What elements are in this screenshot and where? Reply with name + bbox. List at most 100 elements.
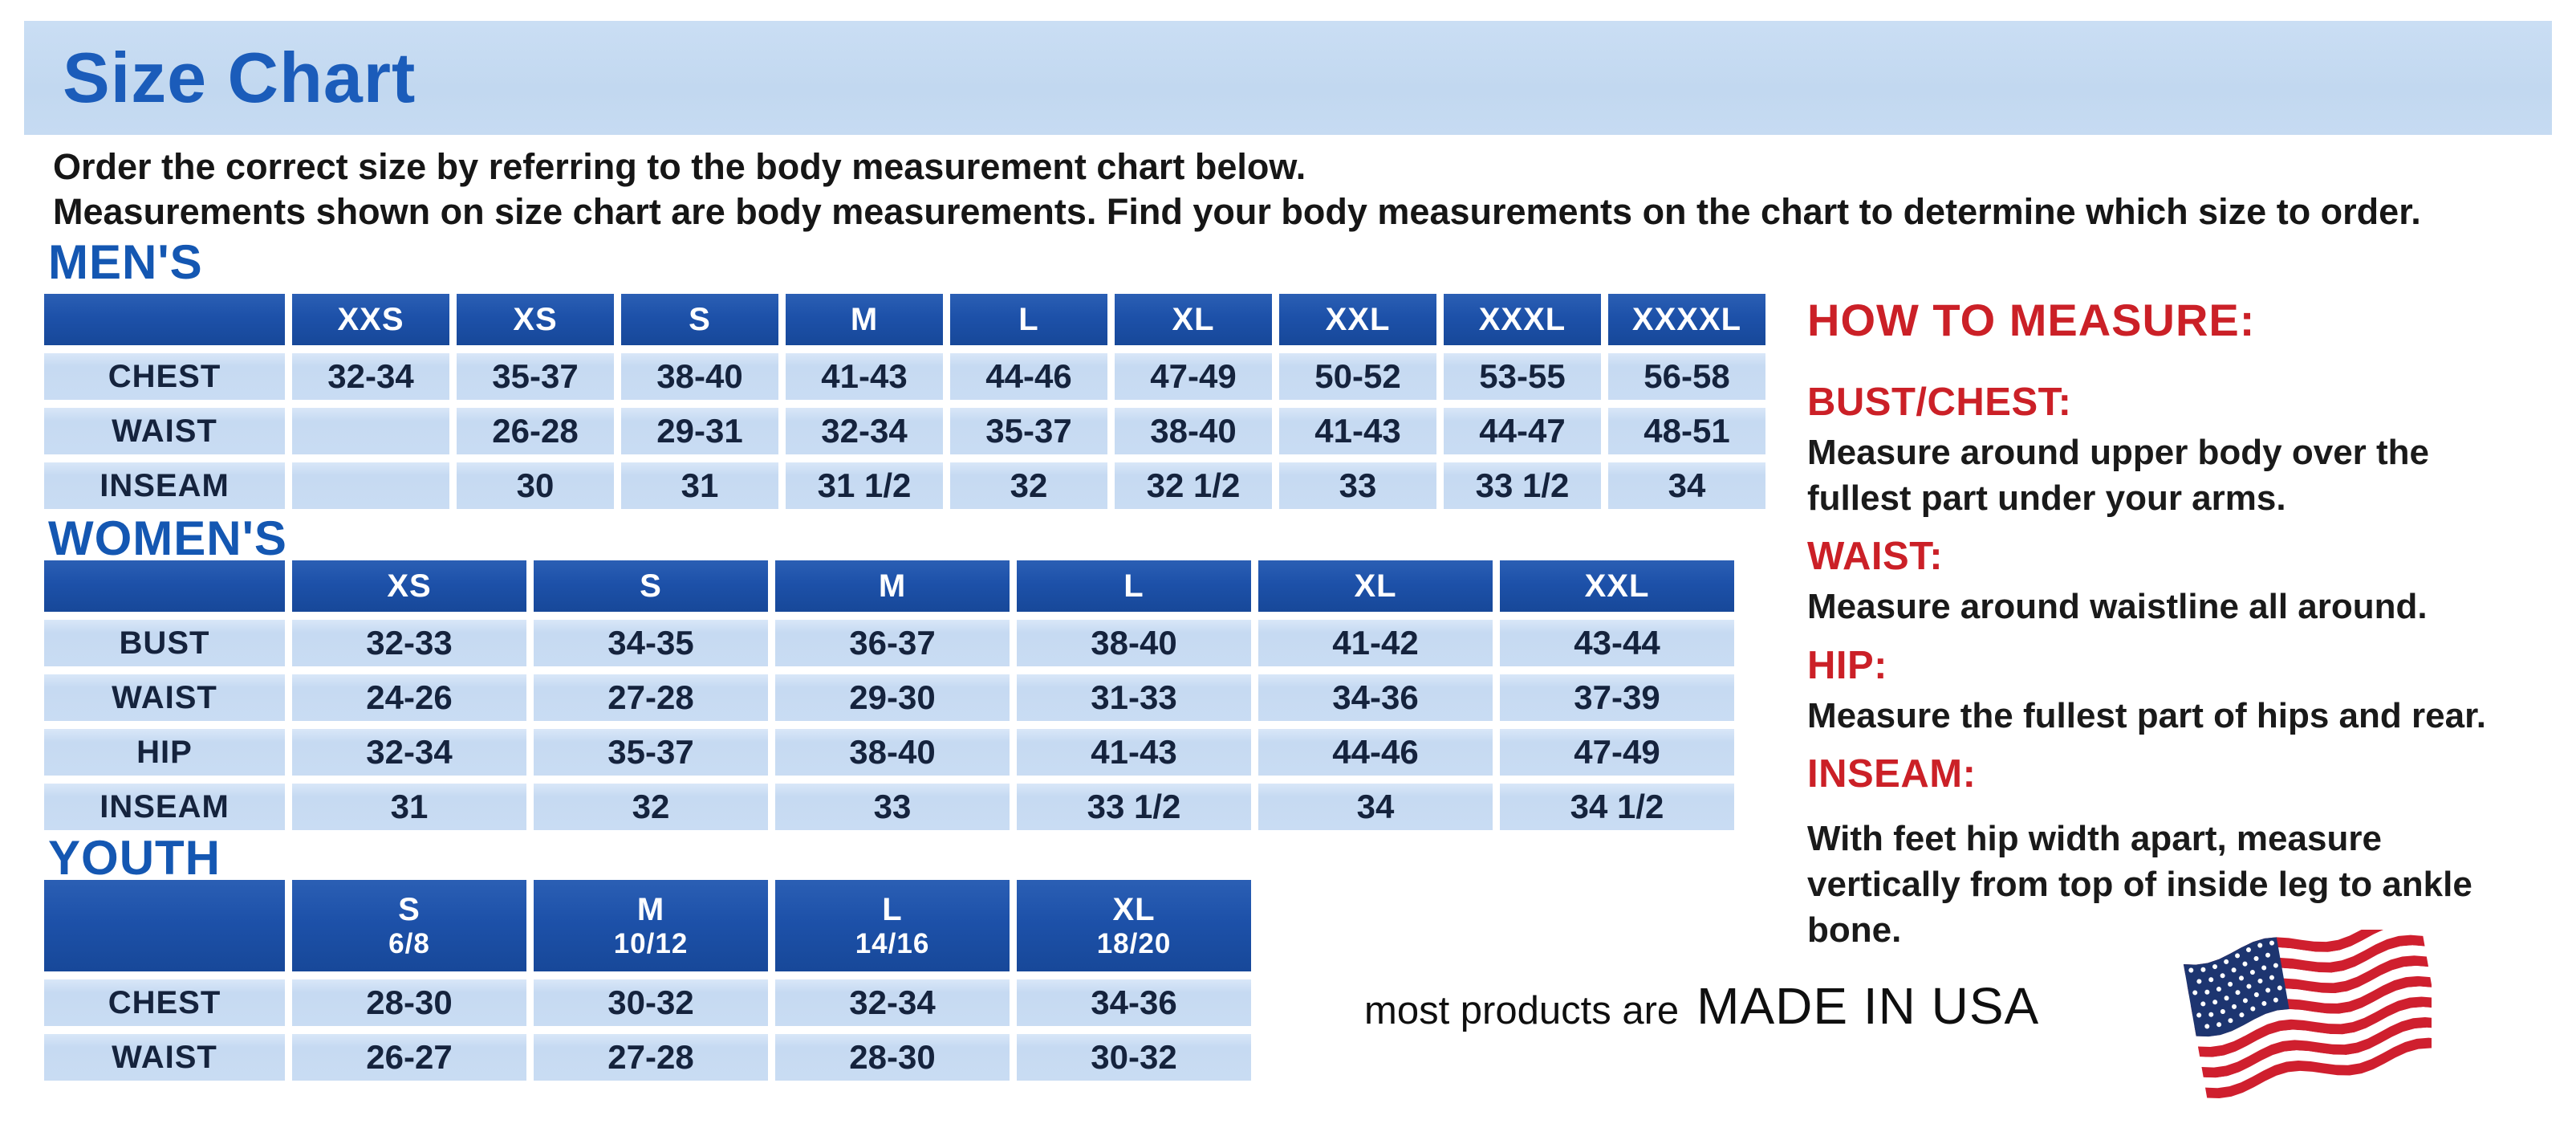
measure-text-2: Measure the fullest part of hips and rea… xyxy=(1807,695,2486,735)
intro-text: Order the correct size by referring to t… xyxy=(53,145,2421,234)
mens-value-cell: 31 1/2 xyxy=(786,462,943,509)
mens-header-S: S xyxy=(621,294,778,345)
size-label: M xyxy=(636,892,665,927)
youth-size-table: S 6/8 M 10/12 L 14/16 XL 18/20 CHEST 28-30 30-32 32… xyxy=(44,880,1251,1081)
mens-value-cell: 31 xyxy=(621,462,778,509)
mens-value-cell: 26-28 xyxy=(457,408,614,454)
mens-value-cell: 34 xyxy=(1608,462,1765,509)
mens-value-cell: 38-40 xyxy=(1115,408,1272,454)
mens-value-cell: 33 xyxy=(1279,462,1436,509)
womens-value-cell: 38-40 xyxy=(775,729,1010,776)
mens-header-XXL: XXL xyxy=(1279,294,1436,345)
womens-value-cell: 41-43 xyxy=(1017,729,1251,776)
mens-value-cell: 35-37 xyxy=(950,408,1107,454)
womens-header-L: L xyxy=(1017,560,1251,612)
youth-value-cell: 30-32 xyxy=(1017,1034,1251,1081)
made-in-usa-text: MADE IN USA xyxy=(1696,977,2040,1035)
womens-value-cell: 43-44 xyxy=(1500,620,1734,666)
womens-value-cell: 33 xyxy=(775,784,1010,830)
womens-row-label-waist: WAIST xyxy=(44,674,285,721)
measure-label-3: INSEAM: xyxy=(1807,751,1977,796)
mens-header-XL: XL xyxy=(1115,294,1272,345)
age-range-label: 10/12 xyxy=(613,927,689,959)
measure-text-0: Measure around upper body over the fulle… xyxy=(1807,433,2430,519)
mens-value-cell: 50-52 xyxy=(1279,353,1436,400)
mens-value-cell: 56-58 xyxy=(1608,353,1765,400)
mens-value-cell xyxy=(292,462,449,509)
mens-value-cell: 35-37 xyxy=(457,353,614,400)
mens-row-label-waist: WAIST xyxy=(44,408,285,454)
womens-value-cell: 34-36 xyxy=(1258,674,1493,721)
measure-text-1: Measure around waistline all around. xyxy=(1807,587,2428,627)
youth-header-L: L 14/16 xyxy=(775,880,1010,971)
mens-value-cell: 38-40 xyxy=(621,353,778,400)
womens-value-cell: 32-34 xyxy=(292,729,526,776)
mens-header-XS: XS xyxy=(457,294,614,345)
womens-value-cell: 35-37 xyxy=(534,729,768,776)
womens-value-cell: 24-26 xyxy=(292,674,526,721)
measure-text-3: With feet hip width apart, measure verti… xyxy=(1807,818,2472,951)
age-range-label: 18/20 xyxy=(1096,927,1172,959)
womens-value-cell: 29-30 xyxy=(775,674,1010,721)
youth-value-cell: 32-34 xyxy=(775,979,1010,1026)
made-in-usa-footer: most products are MADE IN USA xyxy=(1364,976,2039,1036)
womens-value-cell: 34-35 xyxy=(534,620,768,666)
title-banner: Size Chart xyxy=(24,21,2552,135)
youth-value-cell: 34-36 xyxy=(1017,979,1251,1026)
youth-value-cell: 28-30 xyxy=(775,1034,1010,1081)
youth-header-corner xyxy=(44,880,285,971)
measure-label-0: BUST/CHEST: xyxy=(1807,381,2072,424)
mens-value-cell: 32 1/2 xyxy=(1115,462,1272,509)
womens-value-cell: 36-37 xyxy=(775,620,1010,666)
us-flag-svg xyxy=(2183,914,2444,1099)
measure-label-2: HIP: xyxy=(1807,643,1887,687)
mens-value-cell: 53-55 xyxy=(1444,353,1601,400)
mens-value-cell: 33 1/2 xyxy=(1444,462,1601,509)
youth-row-label-waist: WAIST xyxy=(44,1034,285,1081)
womens-header-M: M xyxy=(775,560,1010,612)
youth-value-cell: 30-32 xyxy=(534,979,768,1026)
mens-value-cell: 48-51 xyxy=(1608,408,1765,454)
womens-size-table: XS S M L XL XXL BUST 32-33 34-35 36-37 38-40 41-42 4… xyxy=(44,560,1734,830)
page-title: Size Chart xyxy=(63,38,416,117)
us-flag-icon xyxy=(2167,914,2444,1126)
mens-row-label-inseam: INSEAM xyxy=(44,462,285,509)
womens-value-cell: 32 xyxy=(534,784,768,830)
how-to-measure-items: BUST/CHEST: Measure around upper body ove… xyxy=(1807,380,2576,953)
mens-header-XXXL: XXXL xyxy=(1444,294,1601,345)
youth-value-cell: 26-27 xyxy=(292,1034,526,1081)
womens-value-cell: 32-33 xyxy=(292,620,526,666)
measure-label-1: WAIST: xyxy=(1807,535,1944,579)
womens-value-cell: 34 1/2 xyxy=(1500,784,1734,830)
mens-header-XXS: XXS xyxy=(292,294,449,345)
womens-value-cell: 27-28 xyxy=(534,674,768,721)
mens-value-cell: 32-34 xyxy=(292,353,449,400)
mens-value-cell: 41-43 xyxy=(1279,408,1436,454)
mens-value-cell: 32-34 xyxy=(786,408,943,454)
mens-header-M: M xyxy=(786,294,943,345)
womens-section-heading: WOMEN'S xyxy=(48,511,287,565)
how-to-measure-title: HOW TO MEASURE: xyxy=(1807,295,2256,345)
mens-size-table: XXS XS S M L XL XXL XXXL XXXXL CHEST 32-34 35-37 38-… xyxy=(44,294,1765,509)
womens-value-cell: 33 1/2 xyxy=(1017,784,1251,830)
mens-value-cell: 29-31 xyxy=(621,408,778,454)
intro-line-1: Order the correct size by referring to t… xyxy=(53,146,1306,187)
youth-header-S: S 6/8 xyxy=(292,880,526,971)
womens-value-cell: 47-49 xyxy=(1500,729,1734,776)
youth-header-XL: XL 18/20 xyxy=(1017,880,1251,971)
womens-header-XL: XL xyxy=(1258,560,1493,612)
made-in-usa-prefix: most products are xyxy=(1364,989,1680,1032)
youth-value-cell: 28-30 xyxy=(292,979,526,1026)
womens-value-cell: 31 xyxy=(292,784,526,830)
mens-value-cell xyxy=(292,408,449,454)
size-label: S xyxy=(398,892,421,927)
mens-value-cell: 47-49 xyxy=(1115,353,1272,400)
mens-value-cell: 44-46 xyxy=(950,353,1107,400)
womens-row-label-bust: BUST xyxy=(44,620,285,666)
youth-row-label-chest: CHEST xyxy=(44,979,285,1026)
mens-header-XXXXL: XXXXL xyxy=(1608,294,1765,345)
size-label: XL xyxy=(1112,892,1156,927)
womens-value-cell: 34 xyxy=(1258,784,1493,830)
how-to-measure-section: HOW TO MEASURE: BUST/CHEST: Measure aroun… xyxy=(1807,294,2576,953)
mens-value-cell: 41-43 xyxy=(786,353,943,400)
